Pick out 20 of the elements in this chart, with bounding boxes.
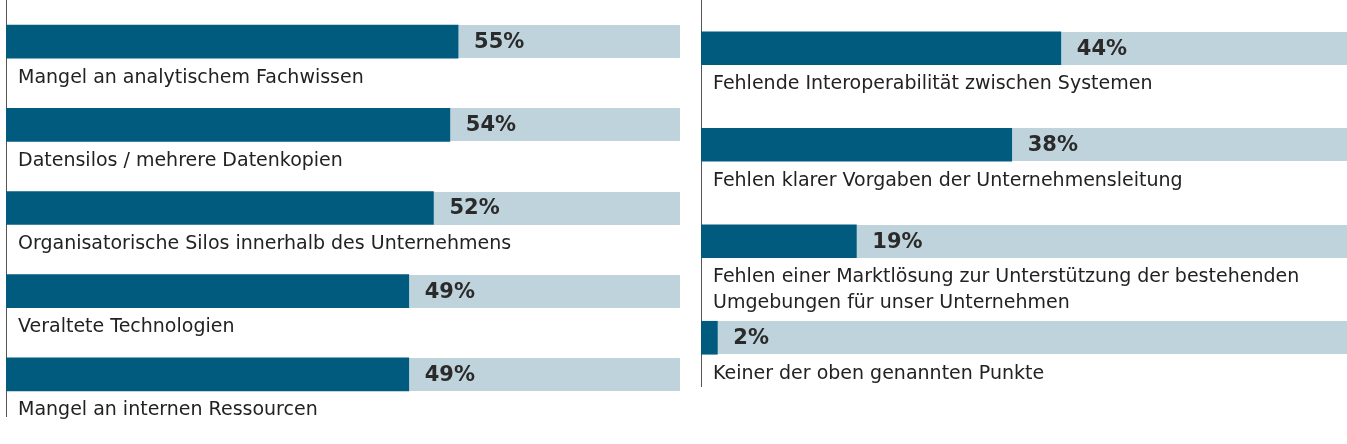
data-label: 55% [474, 29, 525, 54]
y-tick-label: Mangel an analytischem Fachwissen [18, 64, 364, 87]
y-tick-label: Datensilos / mehrere Datenkopien [18, 147, 343, 170]
data-label: 2% [733, 325, 770, 350]
y-tick-label: Mangel an internen Ressourcen [18, 397, 318, 420]
bar [701, 320, 718, 355]
y-tick-label: Fehlende Interoperabilität zwischen Systemen [713, 71, 1153, 94]
data-label: 38% [1027, 132, 1078, 157]
y-tick-label: Organisatorische Silos innerhalb des Unternehmens [18, 230, 512, 253]
data-label: 49% [424, 278, 476, 303]
data-label: 19% [872, 228, 923, 253]
y-tick-label: Veraltete Technologien [18, 314, 235, 337]
y-tick-label: Keiner der oben genannten Punkte [713, 360, 1045, 383]
y-tick-label: Fehlen einer Marktlösung zur Unterstützung der bestehenden Umgebungen für unser Unternehmen [713, 264, 1300, 313]
data-label: 49% [424, 361, 476, 386]
data-label: 44% [1076, 35, 1128, 60]
data-label: 52% [449, 195, 500, 220]
bar [701, 224, 857, 259]
y-tick-label: Fehlen klarer Vorgaben der Unternehmensleitung [713, 167, 1183, 190]
data-label: 54% [465, 112, 517, 137]
